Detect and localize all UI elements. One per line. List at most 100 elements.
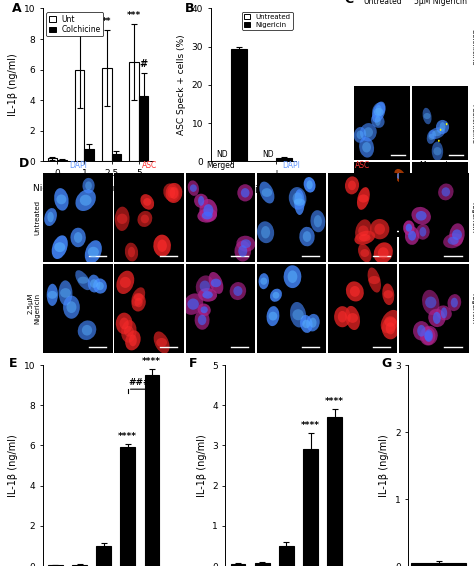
Ellipse shape bbox=[386, 209, 392, 216]
Ellipse shape bbox=[441, 307, 447, 319]
Bar bbox=[96, 546, 111, 566]
Ellipse shape bbox=[154, 332, 170, 354]
Ellipse shape bbox=[436, 120, 449, 134]
Bar bbox=[255, 563, 270, 566]
Ellipse shape bbox=[85, 240, 102, 264]
Ellipse shape bbox=[238, 245, 247, 257]
Ellipse shape bbox=[85, 181, 92, 190]
Ellipse shape bbox=[421, 327, 436, 345]
Text: 2.5μM
Nigericin: 2.5μM Nigericin bbox=[27, 293, 40, 324]
Ellipse shape bbox=[259, 182, 274, 204]
Bar bbox=[120, 448, 135, 566]
Ellipse shape bbox=[260, 277, 267, 285]
Ellipse shape bbox=[459, 183, 464, 191]
Ellipse shape bbox=[157, 239, 167, 252]
Bar bbox=[276, 158, 292, 161]
Ellipse shape bbox=[433, 147, 441, 156]
Ellipse shape bbox=[129, 335, 137, 346]
Ellipse shape bbox=[436, 306, 452, 320]
Y-axis label: IL-1β (ng/ml): IL-1β (ng/ml) bbox=[379, 434, 389, 497]
Ellipse shape bbox=[384, 204, 394, 221]
Text: E: E bbox=[9, 357, 17, 370]
Bar bbox=[48, 565, 63, 566]
Ellipse shape bbox=[447, 237, 459, 245]
Ellipse shape bbox=[237, 235, 255, 252]
Text: Merged: Merged bbox=[419, 161, 448, 170]
Text: ****: **** bbox=[118, 432, 137, 441]
Ellipse shape bbox=[383, 290, 393, 298]
Ellipse shape bbox=[447, 294, 461, 311]
Ellipse shape bbox=[303, 231, 311, 242]
Ellipse shape bbox=[258, 273, 269, 289]
Text: ****: **** bbox=[142, 357, 161, 366]
Ellipse shape bbox=[292, 192, 302, 204]
Ellipse shape bbox=[125, 243, 138, 261]
Text: B: B bbox=[185, 2, 194, 15]
Ellipse shape bbox=[358, 199, 365, 205]
Ellipse shape bbox=[59, 280, 73, 306]
Ellipse shape bbox=[60, 288, 71, 298]
Ellipse shape bbox=[66, 301, 76, 313]
Ellipse shape bbox=[432, 130, 441, 136]
Ellipse shape bbox=[354, 127, 366, 143]
Ellipse shape bbox=[423, 108, 431, 125]
Bar bbox=[411, 563, 466, 566]
Ellipse shape bbox=[128, 247, 135, 258]
Text: ****: **** bbox=[301, 421, 320, 430]
Text: -Colchicine: -Colchicine bbox=[471, 27, 474, 66]
Ellipse shape bbox=[428, 134, 434, 140]
Ellipse shape bbox=[413, 321, 430, 341]
Text: D: D bbox=[19, 157, 29, 170]
Ellipse shape bbox=[358, 244, 372, 262]
Ellipse shape bbox=[294, 199, 305, 206]
Ellipse shape bbox=[357, 199, 367, 208]
Y-axis label: ASC Speck + cells (%): ASC Speck + cells (%) bbox=[177, 35, 186, 135]
Ellipse shape bbox=[190, 185, 197, 192]
Ellipse shape bbox=[124, 326, 134, 337]
X-axis label: Nigericin concentration (μM): Nigericin concentration (μM) bbox=[33, 183, 163, 192]
Ellipse shape bbox=[382, 284, 394, 305]
Ellipse shape bbox=[294, 189, 305, 215]
Ellipse shape bbox=[438, 183, 454, 200]
Ellipse shape bbox=[78, 277, 89, 284]
Bar bbox=[102, 68, 112, 161]
Ellipse shape bbox=[200, 281, 210, 292]
Ellipse shape bbox=[47, 291, 57, 299]
Y-axis label: IL-1β (ng/ml): IL-1β (ng/ml) bbox=[8, 54, 18, 116]
Ellipse shape bbox=[443, 207, 456, 226]
Y-axis label: IL-1β (ng/ml): IL-1β (ng/ml) bbox=[8, 434, 18, 497]
Ellipse shape bbox=[372, 101, 385, 123]
Text: Untreated: Untreated bbox=[34, 200, 40, 235]
Ellipse shape bbox=[314, 215, 322, 228]
Ellipse shape bbox=[188, 181, 199, 196]
Legend: Unt, Colchicine: Unt, Colchicine bbox=[46, 12, 103, 36]
Ellipse shape bbox=[302, 320, 310, 328]
Bar bbox=[230, 49, 246, 161]
Ellipse shape bbox=[356, 131, 364, 139]
Ellipse shape bbox=[425, 329, 433, 342]
Ellipse shape bbox=[396, 173, 403, 179]
Ellipse shape bbox=[75, 270, 91, 290]
Text: G: G bbox=[381, 357, 391, 370]
Ellipse shape bbox=[310, 318, 317, 328]
Ellipse shape bbox=[375, 116, 381, 126]
Ellipse shape bbox=[163, 183, 179, 201]
Ellipse shape bbox=[201, 306, 208, 313]
Bar bbox=[84, 149, 94, 161]
Ellipse shape bbox=[416, 211, 427, 221]
Bar bbox=[145, 375, 159, 566]
Ellipse shape bbox=[428, 309, 446, 327]
Text: ASC: ASC bbox=[142, 161, 157, 170]
Ellipse shape bbox=[357, 194, 365, 210]
Ellipse shape bbox=[457, 180, 466, 194]
Ellipse shape bbox=[229, 282, 246, 300]
Ellipse shape bbox=[141, 215, 149, 224]
Ellipse shape bbox=[140, 194, 154, 210]
Ellipse shape bbox=[459, 226, 465, 232]
Ellipse shape bbox=[372, 102, 385, 118]
Ellipse shape bbox=[355, 220, 372, 242]
Ellipse shape bbox=[88, 275, 100, 293]
Ellipse shape bbox=[369, 276, 380, 284]
Circle shape bbox=[440, 128, 441, 131]
Ellipse shape bbox=[346, 281, 364, 302]
